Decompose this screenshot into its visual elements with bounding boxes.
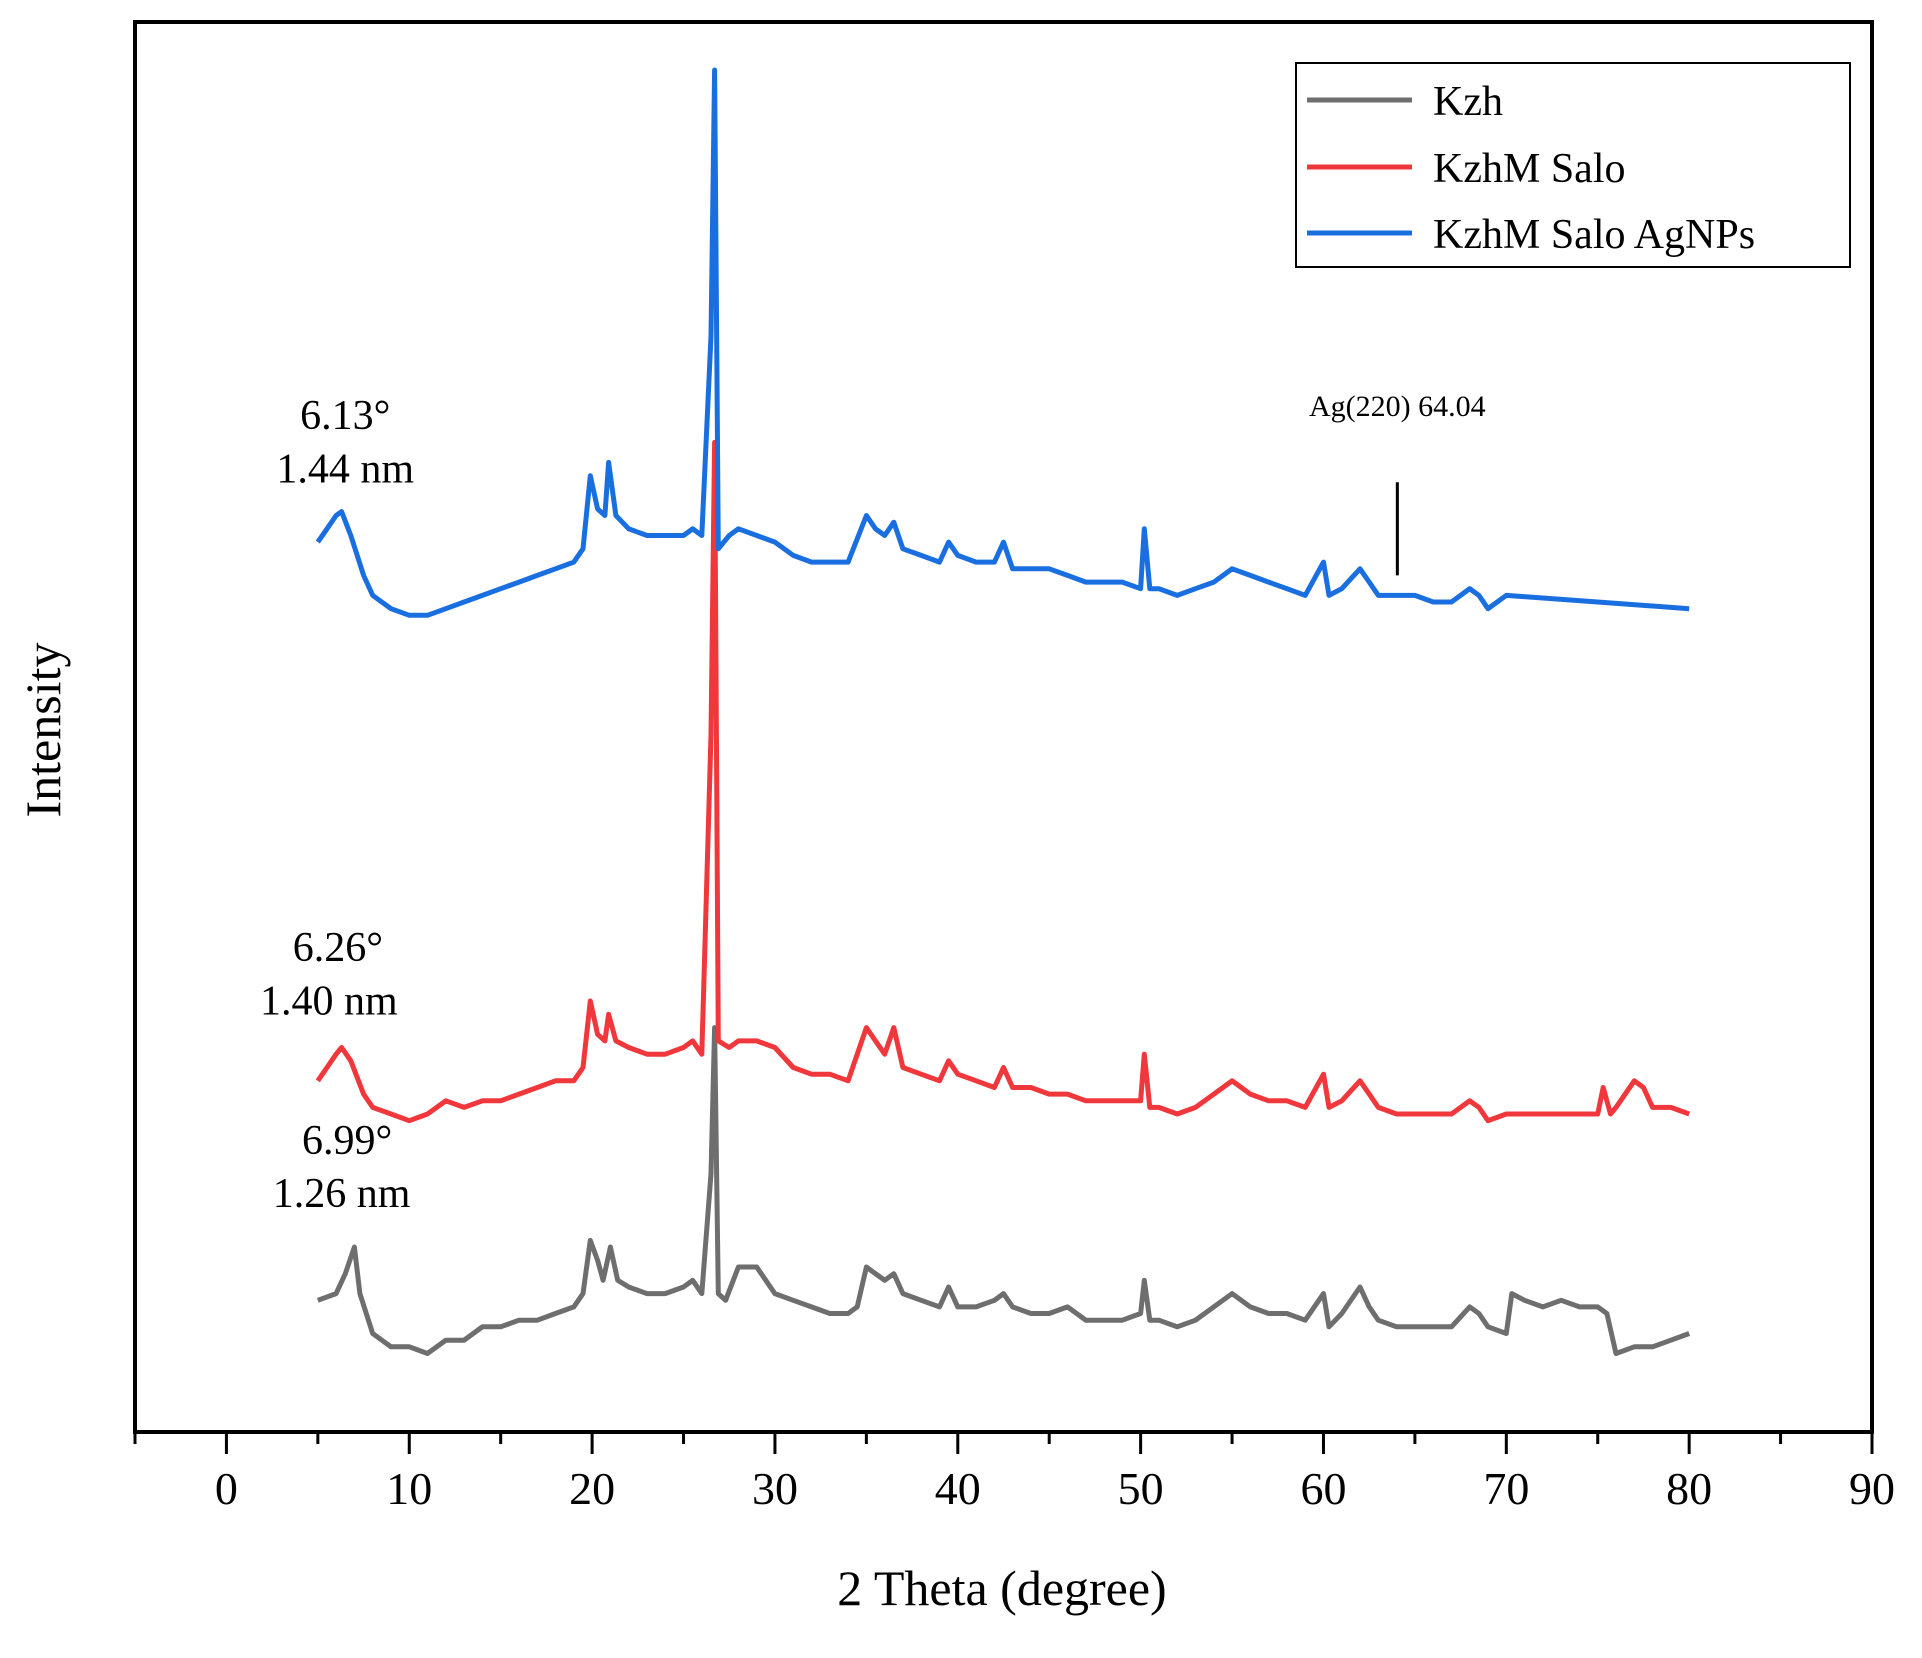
legend-label-kzhm-salo-agnps: KzhM Salo AgNPs <box>1433 212 1755 258</box>
ann-gray-angle: 6.99° <box>302 1118 392 1164</box>
x-tick-label: 90 <box>1849 1463 1895 1514</box>
x-axis-label: 2 Theta (degree) <box>837 1560 1166 1616</box>
x-tick-label: 30 <box>752 1463 798 1514</box>
x-tick-label: 50 <box>1118 1463 1164 1514</box>
x-axis: 0 10 20 30 40 50 60 70 80 90 <box>133 1432 1895 1514</box>
annotation-layer: 6.13° 1.44 nm 6.26° 1.40 nm 6.99° 1.26 nm Ag(2… <box>260 390 1486 1217</box>
ann-gray-d: 1.26 nm <box>273 1171 411 1217</box>
ann-red-d: 1.40 nm <box>260 978 398 1024</box>
ann-blue-d: 1.44 nm <box>276 446 414 492</box>
series-line-kzhm-salo-agnps <box>315 67 1690 618</box>
x-tick-label: 40 <box>935 1463 981 1514</box>
x-tick-label: 20 <box>569 1463 615 1514</box>
series-layer <box>315 67 1691 1356</box>
ann-blue-angle: 6.13° <box>300 393 390 439</box>
legend-label-kzh: Kzh <box>1433 79 1503 125</box>
x-tick-label: 0 <box>215 1463 238 1514</box>
legend: Kzh KzhM Salo KzhM Salo AgNPs <box>1295 62 1851 268</box>
series-line-kzhm-salo <box>315 439 1691 1124</box>
x-tick-label: 60 <box>1300 1463 1346 1514</box>
ann-red-angle: 6.26° <box>293 925 383 971</box>
ann-ag: Ag(220) 64.04 <box>1309 390 1486 423</box>
legend-label-kzhm-salo: KzhM Salo <box>1433 146 1626 192</box>
x-tick-label: 80 <box>1666 1463 1712 1514</box>
x-tick-label: 10 <box>386 1463 432 1514</box>
y-axis-label: Intensity <box>15 643 71 818</box>
series-line-kzh <box>316 1025 1691 1356</box>
plot-frame <box>133 20 1874 1434</box>
x-tick-label: 70 <box>1483 1463 1529 1514</box>
